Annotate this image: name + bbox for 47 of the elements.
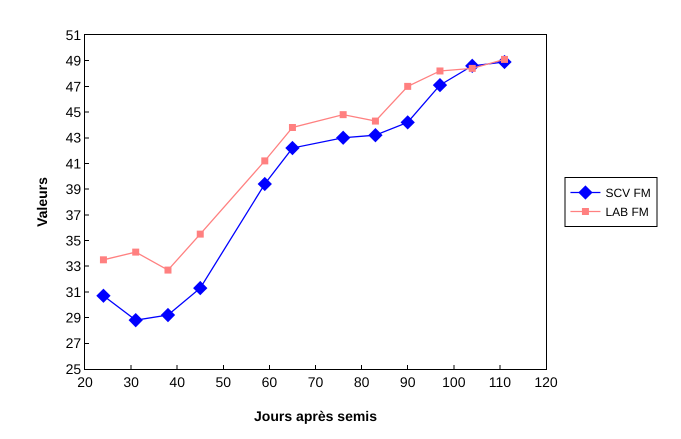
x-tick-label: 120 (534, 374, 558, 390)
y-tick-label: 39 (66, 181, 82, 198)
legend-label: SCV FM (605, 186, 651, 200)
point (128, 313, 143, 328)
y-tick-label: 37 (66, 206, 82, 223)
point (372, 118, 379, 125)
y-tick-label: 33 (66, 258, 82, 274)
y-tick-label: 51 (66, 26, 82, 43)
point (340, 111, 347, 118)
point (288, 124, 296, 131)
y-tick-label: 49 (66, 52, 82, 69)
point (132, 248, 140, 256)
y-tick-label: 43 (66, 130, 82, 146)
point (432, 78, 448, 92)
x-tick-label: 70 (308, 374, 324, 390)
x-tick-label: 40 (169, 374, 186, 390)
point (368, 128, 383, 142)
point (436, 67, 444, 74)
y-tick-label: 31 (66, 284, 82, 300)
point (100, 256, 107, 264)
point (164, 266, 172, 274)
point (404, 82, 412, 90)
x-tick-label: 110 (488, 374, 512, 390)
x-tick-label: 100 (442, 374, 466, 390)
x-tick-label: 80 (354, 374, 370, 390)
y-tick-label: 47 (66, 78, 82, 94)
x-tick-label: 50 (216, 374, 232, 390)
y-axis-title: Valeurs (34, 176, 50, 227)
x-tick-label: 60 (262, 374, 278, 390)
y-tick-label: 41 (66, 155, 82, 172)
point (336, 130, 350, 145)
x-axis-title: Jours après semis (254, 408, 378, 424)
x-tick-label: 90 (400, 374, 416, 390)
point (285, 140, 300, 156)
y-tick-label: 45 (66, 104, 82, 120)
point (160, 308, 176, 322)
point (258, 176, 272, 192)
legend-label: LAB FM (605, 205, 649, 220)
point (193, 280, 208, 296)
point (261, 157, 268, 164)
y-tick-label: 27 (66, 335, 82, 352)
y-tick-label: 35 (66, 232, 82, 248)
point (400, 115, 415, 130)
point (196, 230, 204, 238)
y-tick-label: 29 (66, 310, 82, 326)
point (96, 288, 111, 303)
x-tick-label: 30 (123, 374, 140, 390)
